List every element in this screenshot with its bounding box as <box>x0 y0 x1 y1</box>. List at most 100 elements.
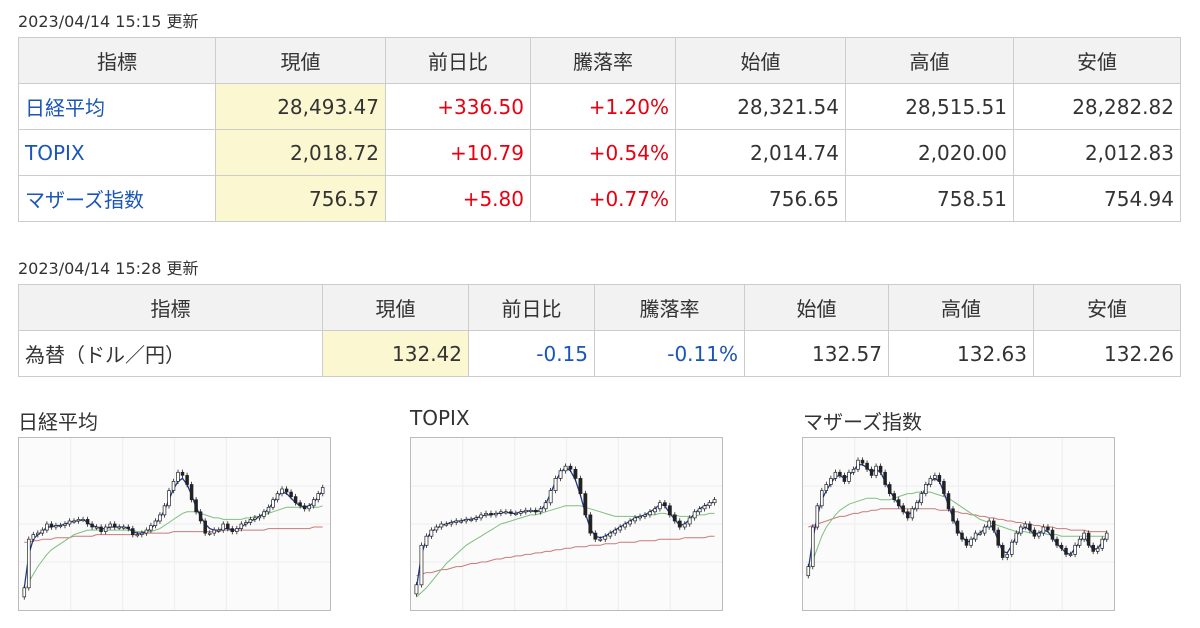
candle <box>1059 544 1064 549</box>
chart-mothers-canvas <box>803 438 1114 610</box>
candle <box>643 514 647 517</box>
fx-table-header: 指標 現値 前日比 騰落率 始値 高値 安値 <box>18 284 1181 331</box>
open-value: 28,321.54 <box>675 83 846 130</box>
candle <box>618 526 623 531</box>
candle <box>1037 532 1041 537</box>
candle <box>108 523 112 528</box>
candle <box>316 493 320 501</box>
candle <box>1032 529 1037 537</box>
candle <box>648 511 652 516</box>
col-header-rate: 騰落率 <box>594 284 745 331</box>
candle <box>518 511 523 514</box>
candle <box>667 505 672 516</box>
candle <box>1082 532 1086 540</box>
candle <box>919 493 924 504</box>
rate-value: +0.77% <box>530 175 676 222</box>
candle <box>434 526 439 531</box>
table-row: 日経平均 28,493.47 +336.50 +1.20% 28,321.54 … <box>18 83 1181 130</box>
chart-title-mothers: マザーズ指数 <box>803 410 922 434</box>
low-value: 2,012.83 <box>1013 129 1181 176</box>
high-value: 2,020.00 <box>845 129 1014 176</box>
chart-nikkei[interactable] <box>18 437 331 611</box>
ma-mid-line <box>807 491 1107 573</box>
candle <box>167 490 171 507</box>
candle <box>112 523 117 528</box>
candle <box>198 511 203 522</box>
candle <box>692 511 697 519</box>
candle <box>1077 538 1082 546</box>
chart-topix[interactable] <box>410 437 723 611</box>
chart-nikkei-canvas <box>19 438 330 610</box>
low-value: 28,282.82 <box>1013 83 1181 130</box>
candle <box>707 502 712 507</box>
candle <box>216 529 221 532</box>
candle <box>474 517 479 520</box>
candle <box>117 526 121 529</box>
candle <box>419 544 424 586</box>
candle <box>72 520 76 523</box>
candle <box>528 509 533 512</box>
candle <box>135 534 140 537</box>
candle <box>657 502 662 510</box>
candle <box>444 523 449 526</box>
candle <box>937 475 942 482</box>
table-row: マザーズ指数 756.57 +5.80 +0.77% 756.65 758.51… <box>18 175 1181 222</box>
candle <box>207 532 212 535</box>
candle <box>158 514 162 522</box>
candle <box>280 488 284 494</box>
candle <box>573 468 578 479</box>
chart-title-nikkei: 日経平均 <box>18 410 98 434</box>
candle <box>275 493 280 501</box>
candle <box>1055 538 1059 546</box>
candle <box>1064 547 1068 555</box>
low-value: 132.26 <box>1033 330 1181 377</box>
candle <box>820 490 824 507</box>
candle <box>533 509 538 513</box>
rate-value: +0.54% <box>530 129 676 176</box>
candle <box>176 471 180 482</box>
change-value: -0.15 <box>468 330 595 377</box>
candle <box>171 481 176 491</box>
high-value: 28,515.51 <box>845 83 1014 130</box>
candle <box>960 532 964 540</box>
candle <box>1041 526 1046 534</box>
index-link-nikkei[interactable]: 日経平均 <box>25 96 105 120</box>
candle <box>978 532 982 535</box>
candle <box>289 491 293 498</box>
index-link-mothers[interactable]: マザーズ指数 <box>25 188 144 212</box>
candle <box>469 519 474 521</box>
candle <box>293 496 298 504</box>
fx-update-time: 2023/04/14 15:28 更新 <box>18 259 199 278</box>
candle <box>553 478 558 491</box>
candle <box>36 532 40 535</box>
candle <box>212 529 216 534</box>
col-header-current: 現値 <box>322 284 469 331</box>
candle <box>910 508 915 519</box>
candle <box>543 502 548 510</box>
candle <box>987 520 991 528</box>
col-header-open: 始値 <box>744 284 889 331</box>
candle <box>513 513 518 515</box>
index-name-cell: 日経平均 <box>18 83 216 130</box>
col-header-open: 始値 <box>675 37 846 84</box>
ma-long-line <box>24 526 323 543</box>
candle <box>1073 544 1077 555</box>
fx-name: 為替（ドル／円） <box>18 330 323 377</box>
candle <box>829 478 833 485</box>
chart-mothers[interactable] <box>802 437 1115 611</box>
table-row: 為替（ドル／円） 132.42 -0.15 -0.11% 132.57 132.… <box>18 330 1181 377</box>
candle <box>508 511 513 514</box>
candle <box>608 532 613 537</box>
candle <box>1010 541 1014 555</box>
candle <box>22 587 27 598</box>
candle <box>955 520 960 534</box>
col-header-low: 安値 <box>1033 284 1181 331</box>
candle <box>915 502 919 510</box>
candle <box>257 516 262 519</box>
candle <box>851 468 856 473</box>
candle <box>874 465 878 476</box>
index-link-topix[interactable]: TOPIX <box>25 140 85 165</box>
candle <box>887 484 892 494</box>
candle <box>429 529 434 537</box>
ma-long-line <box>416 535 715 577</box>
